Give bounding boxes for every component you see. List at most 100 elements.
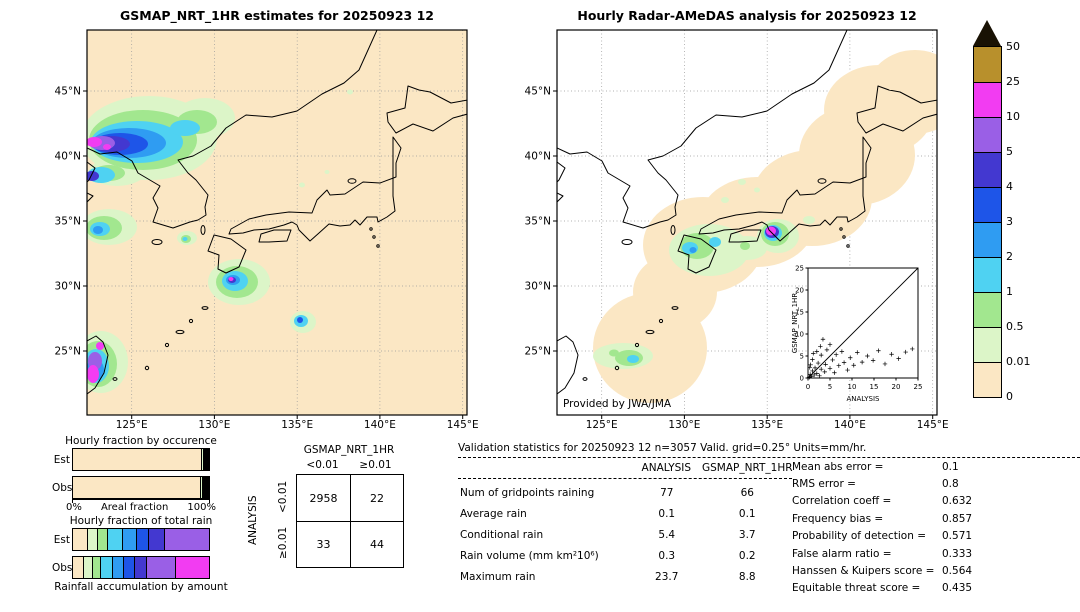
precip-blob-c10 xyxy=(96,342,104,350)
skill-row: Mean abs error = 0.1 xyxy=(792,458,1080,475)
scatter-point xyxy=(870,358,876,363)
precip-blob-c10 xyxy=(103,144,111,150)
island xyxy=(188,318,194,324)
scatter-point xyxy=(841,360,847,365)
scatter-point xyxy=(811,372,817,378)
coastline xyxy=(856,85,937,134)
bar-segment-c05 xyxy=(203,449,204,470)
bar-segment-c0 xyxy=(73,449,202,470)
stat-analysis-value: 77 xyxy=(660,486,674,499)
axis-min-label: 0% xyxy=(66,502,82,513)
island xyxy=(634,342,640,348)
colorbar-block-c2 xyxy=(974,222,1001,257)
bar-segment-c5 xyxy=(208,449,209,470)
lat-tick-label: 35°N xyxy=(525,216,551,228)
island xyxy=(151,239,163,245)
coastline xyxy=(557,161,566,183)
scatter-point xyxy=(819,367,824,372)
map-background xyxy=(87,30,467,415)
precip-blob-c2 xyxy=(93,226,103,234)
fraction-charts-panel: Hourly fraction by occurence Est Obs 0% … xyxy=(52,435,230,607)
skill-label: Probability of detection = xyxy=(792,530,927,543)
total-rain-chart-title: Hourly fraction of total rain xyxy=(69,515,213,527)
scatter-point xyxy=(855,350,860,355)
col-header-above: ≥0.01 xyxy=(359,459,392,471)
bar-segment-c05 xyxy=(97,529,107,550)
scatter-point xyxy=(807,374,812,380)
island xyxy=(369,227,373,231)
stat-label: Conditional rain xyxy=(460,528,544,541)
bar-segment-c4 xyxy=(147,529,165,550)
colorbar-tick-label: 4 xyxy=(1006,180,1013,193)
plot-area xyxy=(87,30,467,415)
lat-tick-label: 35°N xyxy=(55,216,81,228)
skill-row: Equitable threat score = 0.435 xyxy=(792,580,1080,597)
stat-label: Maximum rain xyxy=(460,570,536,583)
scatter-point xyxy=(810,368,815,374)
bar-segment-c05 xyxy=(202,477,203,498)
stat-analysis-value: 5.4 xyxy=(658,528,676,541)
skill-value: 0.435 xyxy=(942,582,973,595)
blob-layer xyxy=(593,50,937,403)
col-header-below: <0.01 xyxy=(306,459,339,471)
bar-segment-c1 xyxy=(204,449,205,470)
bar-segment-c1 xyxy=(106,529,122,550)
skill-label: RMS error = xyxy=(792,478,856,491)
precip-blob-c1 xyxy=(182,237,188,241)
scatter-point xyxy=(820,337,826,342)
scatter-point xyxy=(815,360,821,366)
lon-tick-label: 140°E xyxy=(364,419,396,431)
scatter-point xyxy=(859,359,865,365)
scatter-point xyxy=(824,347,830,353)
scatter-point xyxy=(809,374,814,379)
contingency-cell-00: 2958 xyxy=(309,491,338,505)
lat-tick-label: 30°N xyxy=(55,281,81,293)
bar-segment-c10 xyxy=(208,477,209,498)
coastline xyxy=(87,192,94,203)
bar-segment-c5 xyxy=(207,477,208,498)
skill-row: Frequency bias = 0.857 xyxy=(792,510,1080,527)
lon-tick-label: 145°E xyxy=(917,419,949,431)
precip-blob-c10 xyxy=(228,277,234,281)
stat-gsmap-value: 8.8 xyxy=(738,570,756,583)
inset-y-tick-label: 25 xyxy=(795,265,804,273)
coastline xyxy=(386,85,467,134)
coastline xyxy=(557,192,564,203)
coast-layer xyxy=(557,30,937,395)
stat-label: Rain volume (mm km²10⁶) xyxy=(460,549,599,562)
coastline xyxy=(728,229,762,243)
scatter-point xyxy=(814,371,819,376)
precip-blob-c0 xyxy=(867,50,937,134)
scatter-point xyxy=(882,361,888,367)
inset-y-tick-label: 0 xyxy=(800,375,804,383)
coastline xyxy=(87,161,96,183)
bar-segment-c1 xyxy=(203,477,204,498)
coastline xyxy=(677,234,717,274)
colorbar-blocks xyxy=(973,46,1002,398)
inset-y-tick-label: 15 xyxy=(795,309,804,317)
skill-row: Hanssen & Kuipers score = 0.564 xyxy=(792,562,1080,579)
skill-label: Hanssen & Kuipers score = xyxy=(792,565,935,578)
scatter-point xyxy=(830,357,835,363)
inset-ylabel: GSMAP_NRT_1HR xyxy=(791,293,799,354)
scatter-point xyxy=(818,344,823,349)
inset-diagonal-line xyxy=(807,267,919,379)
occurrence-chart-title: Hourly fraction by occurence xyxy=(65,435,217,447)
island xyxy=(621,239,633,245)
tot-bar-1 xyxy=(72,556,210,579)
lat-tick-label: 40°N xyxy=(525,151,551,163)
bar-segment-c5 xyxy=(146,557,175,578)
colorbar-tick-label: 0.5 xyxy=(1006,320,1024,333)
scatter-point xyxy=(812,365,818,371)
stat-gsmap-value: 0.1 xyxy=(738,507,756,520)
stats-row: Average rain 0.1 0.1 xyxy=(458,503,792,524)
skill-value: 0.1 xyxy=(942,460,959,473)
lon-tick-label: 135°E xyxy=(281,419,313,431)
bar-segment-c2 xyxy=(121,529,136,550)
axis-title: Areal fraction xyxy=(100,502,169,513)
precip-blob-c2 xyxy=(689,247,697,253)
lon-tick-label: 130°E xyxy=(668,419,700,431)
stats-col-gsmap: GSMAP_NRT_1HR xyxy=(702,461,793,474)
inset-built: 00 5 5 10 10 15 15 20 20 25 25 xyxy=(795,265,922,392)
inset-x-tick-label: 5 xyxy=(828,383,832,391)
